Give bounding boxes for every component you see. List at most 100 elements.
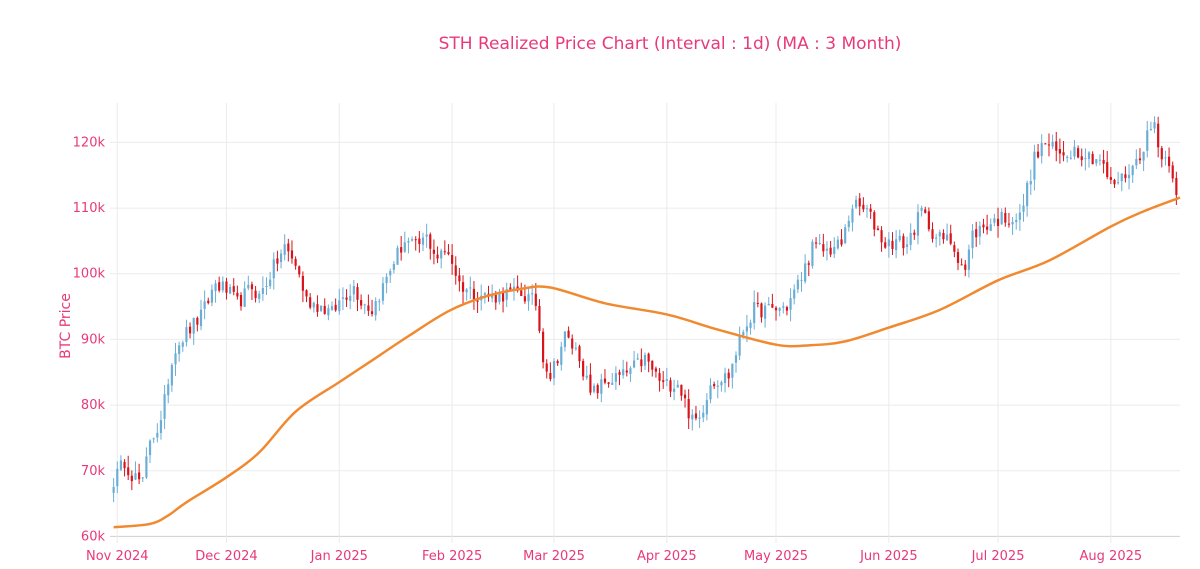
candle xyxy=(1047,133,1051,157)
candle xyxy=(862,197,865,213)
y-tick-label: 70k xyxy=(81,464,106,479)
candle xyxy=(410,236,414,242)
candle-body-up xyxy=(971,230,974,249)
candle-body-down xyxy=(538,306,541,331)
candle xyxy=(1164,150,1167,166)
candle xyxy=(895,230,898,259)
candle xyxy=(891,232,894,255)
candle xyxy=(629,366,632,382)
candle xyxy=(858,193,861,216)
candle xyxy=(800,272,803,292)
candle xyxy=(854,195,858,210)
candle-body-down xyxy=(873,212,876,230)
candle-body-up xyxy=(247,284,250,289)
candle-body-up xyxy=(1051,141,1054,147)
candle-body-down xyxy=(207,300,210,304)
candle xyxy=(221,276,224,293)
candle-body-down xyxy=(1091,153,1094,165)
candle xyxy=(1127,164,1131,190)
candle-body-up xyxy=(112,486,115,493)
candle xyxy=(971,224,974,259)
candle-body-up xyxy=(1131,165,1134,176)
candle-body-down xyxy=(1167,156,1171,167)
candle xyxy=(698,410,701,428)
candle xyxy=(1120,173,1123,192)
candle xyxy=(199,299,203,331)
candle xyxy=(676,380,679,388)
candle xyxy=(141,476,144,482)
candle-body-down xyxy=(975,229,978,238)
candle-body-up xyxy=(734,355,738,363)
candle-body-down xyxy=(651,360,654,370)
candle-body-up xyxy=(938,232,941,237)
candle-body-down xyxy=(127,467,130,476)
candle-body-up xyxy=(691,414,694,420)
candle xyxy=(279,249,283,269)
candle xyxy=(647,352,650,373)
candle-body-down xyxy=(931,229,934,239)
candle-body-up xyxy=(403,242,406,252)
candle xyxy=(1040,134,1043,164)
candle xyxy=(1157,116,1160,158)
candle-body-up xyxy=(978,226,981,237)
candle-body-up xyxy=(330,306,334,310)
candle xyxy=(618,369,621,386)
candle-body-down xyxy=(400,247,403,253)
candle xyxy=(986,214,989,235)
candle-body-up xyxy=(698,417,701,419)
y-tick-label: 110k xyxy=(73,201,106,216)
candle xyxy=(396,245,399,265)
candle-body-up xyxy=(352,286,355,295)
candle-body-down xyxy=(756,302,759,304)
candle xyxy=(178,341,181,362)
candle-body-down xyxy=(549,373,552,380)
x-tick-label: Jun 2025 xyxy=(859,549,918,564)
candle xyxy=(509,283,512,290)
candle-body-down xyxy=(298,266,301,275)
candle-body-up xyxy=(731,363,734,378)
candle-body-up xyxy=(782,306,785,308)
candle xyxy=(123,459,126,477)
candle xyxy=(811,239,814,269)
candle xyxy=(778,307,781,317)
candle xyxy=(996,207,1000,238)
candle xyxy=(145,447,148,480)
candle xyxy=(309,293,312,310)
candle xyxy=(600,373,603,403)
candle xyxy=(818,234,821,246)
candle-body-down xyxy=(1077,148,1080,158)
y-tick-label: 120k xyxy=(73,135,106,150)
candle xyxy=(582,358,585,381)
candle xyxy=(443,240,446,256)
candle-body-down xyxy=(694,413,698,419)
candle xyxy=(1138,148,1142,165)
candle-body-down xyxy=(451,254,454,264)
candle xyxy=(709,378,712,404)
candle-body-up xyxy=(312,302,315,308)
candle-body-up xyxy=(796,279,799,290)
candle-body-down xyxy=(509,287,512,290)
candle xyxy=(301,271,304,303)
candle-body-down xyxy=(771,304,774,308)
candle-body-up xyxy=(381,283,385,301)
candle-body-up xyxy=(178,345,181,354)
candle xyxy=(785,305,789,316)
candle-body-up xyxy=(665,379,668,381)
candle-body-up xyxy=(389,270,392,276)
candle-body-down xyxy=(687,399,690,419)
candle xyxy=(807,260,810,277)
candle-body-up xyxy=(1146,130,1149,151)
candle xyxy=(960,258,963,266)
candle xyxy=(876,225,880,231)
candle xyxy=(1036,144,1040,159)
candle xyxy=(851,204,854,232)
candle-body-down xyxy=(927,211,930,230)
candle xyxy=(578,344,581,368)
candle xyxy=(1018,204,1021,231)
candle-body-down xyxy=(414,239,417,241)
candle xyxy=(916,204,920,245)
candle-body-down xyxy=(501,291,505,302)
candle xyxy=(458,267,461,292)
candle xyxy=(869,204,872,219)
candle xyxy=(760,302,763,323)
